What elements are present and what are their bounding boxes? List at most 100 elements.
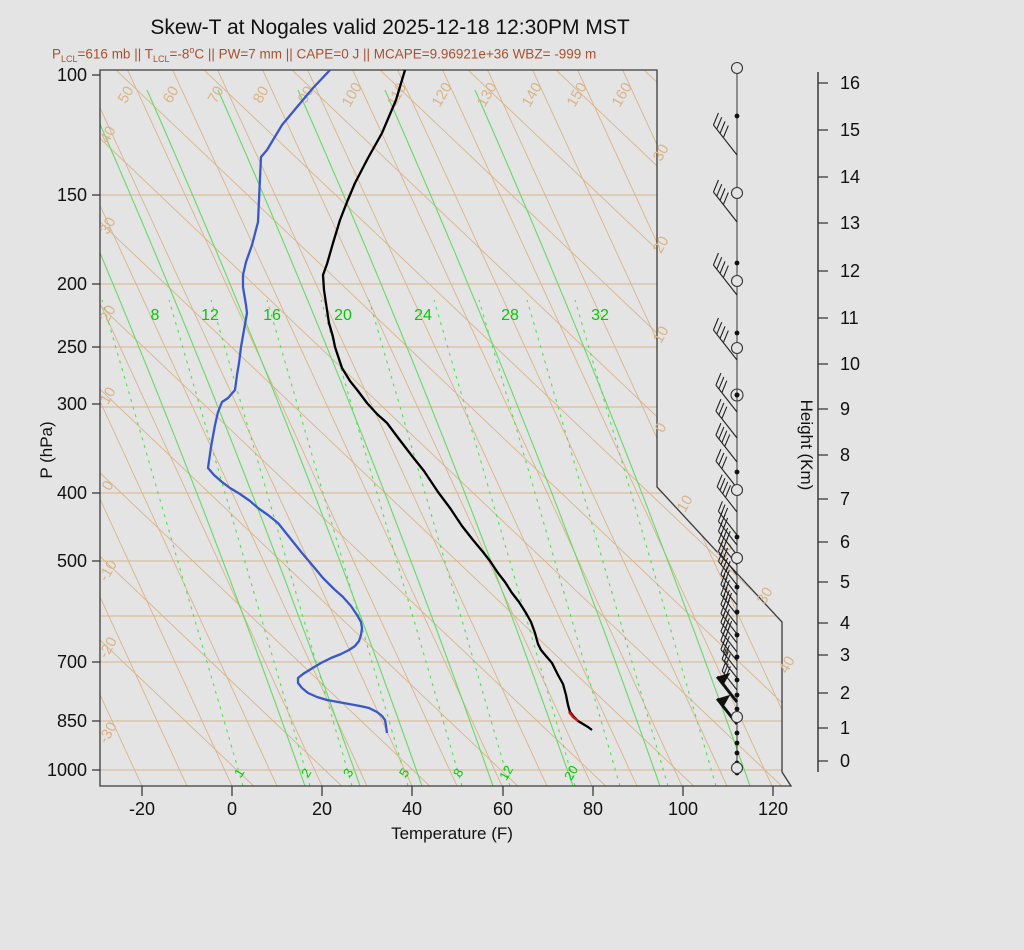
chart-title: Skew-T at Nogales valid 2025-12-18 12:30… [150,16,630,39]
svg-text:50: 50 [115,83,138,106]
dry-adiabat-grid [100,70,791,786]
svg-text:60: 60 [160,83,183,106]
svg-text:20: 20 [334,307,352,324]
svg-text:10: 10 [840,354,860,374]
isotherm-labels: 50 60 70 80 90 100 110 120 130 140 150 160403020100… [95,80,798,747]
svg-text:24: 24 [414,307,432,324]
isotherm-grid [100,70,791,786]
svg-text:20: 20 [561,763,581,783]
svg-text:30: 30 [650,141,673,164]
svg-text:32: 32 [591,307,609,324]
svg-text:80: 80 [583,799,603,819]
svg-text:16: 16 [840,73,860,93]
svg-text:12: 12 [496,763,516,783]
param-p: P [52,46,62,62]
svg-text:12: 12 [201,307,219,324]
param-t-sub: LCL [152,54,170,65]
dewpoint-curve [206,69,389,734]
temperature-axis: -20 0 20 40 60 80 100 120 Temperature (F) [129,786,788,843]
svg-text:2: 2 [840,683,850,703]
svg-text:300: 300 [57,394,87,414]
svg-text:3: 3 [840,645,850,665]
svg-text:-20: -20 [95,634,121,661]
svg-text:400: 400 [57,483,87,503]
param-rest: C || PW=7 mm || CAPE=0 J || MCAPE=9.9692… [194,46,597,62]
plot-frame [99,69,793,787]
param-t: =616 mb || T [77,46,153,62]
svg-text:11: 11 [840,308,859,328]
svg-text:100: 100 [668,799,698,819]
height-axis-title: Height (Km) [797,400,816,491]
svg-text:120: 120 [758,799,788,819]
svg-text:8: 8 [840,445,850,465]
chart-parameters: PLCL=616 mb || TLCL=-8oC || PW=7 mm || C… [52,45,596,64]
svg-text:4: 4 [840,613,850,633]
svg-text:40: 40 [776,653,799,676]
param-tval: =-8 [169,46,190,62]
pressure-axis: 100 150 200 250 300 400 500 700 850 1000 P (hPa) [37,65,100,780]
svg-text:150: 150 [57,185,87,205]
mixing-ratio-labels: 1 2 3 5 8 12 20 [231,763,581,783]
svg-text:1: 1 [231,766,248,780]
svg-text:10: 10 [674,492,697,515]
pressure-axis-title: P (hPa) [37,421,56,478]
svg-text:20: 20 [650,233,673,256]
svg-text:60: 60 [493,799,513,819]
svg-text:30: 30 [754,584,777,607]
grid-area [100,70,791,786]
temperature-curve [321,69,593,731]
svg-text:850: 850 [57,711,87,731]
svg-text:15: 15 [840,120,860,140]
svg-text:10: 10 [97,384,120,407]
svg-text:30: 30 [97,214,120,237]
svg-text:-20: -20 [129,799,155,819]
svg-text:16: 16 [263,307,281,324]
svg-text:1: 1 [840,718,850,738]
svg-text:12: 12 [840,261,860,281]
temperature-axis-title: Temperature (F) [391,824,513,843]
svg-text:5: 5 [840,572,850,592]
svg-text:100: 100 [338,80,365,110]
svg-text:160: 160 [608,80,635,110]
svg-text:-30: -30 [95,719,121,746]
pressure-gridlines [100,194,791,771]
svg-text:100: 100 [57,65,87,85]
svg-text:150: 150 [563,80,590,110]
svg-text:40: 40 [402,799,422,819]
param-p-sub: LCL [61,54,78,65]
svg-text:1000: 1000 [47,760,87,780]
svg-text:120: 120 [428,80,455,110]
surface-red-segment [568,711,579,722]
moist-adiabat-curves [100,89,751,786]
svg-text:6: 6 [840,532,850,552]
svg-text:13: 13 [840,213,860,233]
mixing-ratio-lines [101,299,717,786]
moist-adiabat-labels: 8 12 16 20 24 28 32 [151,307,609,324]
svg-text:130: 130 [473,80,500,110]
param-deg: o [189,45,195,55]
svg-text:250: 250 [57,337,87,357]
svg-text:9: 9 [840,399,850,419]
svg-text:700: 700 [57,652,87,672]
svg-text:0: 0 [227,799,237,819]
svg-text:8: 8 [151,307,160,324]
svg-text:200: 200 [57,274,87,294]
svg-text:70: 70 [205,83,228,106]
svg-text:40: 40 [97,123,120,146]
svg-text:500: 500 [57,551,87,571]
svg-text:20: 20 [312,799,332,819]
svg-text:10: 10 [650,323,673,346]
svg-text:7: 7 [840,489,850,509]
svg-text:20: 20 [97,302,120,325]
svg-text:8: 8 [450,766,467,780]
svg-text:28: 28 [501,307,519,324]
svg-text:2: 2 [298,766,315,780]
svg-text:14: 14 [840,167,860,187]
wind-barb-column [712,61,744,776]
svg-text:0: 0 [840,751,850,771]
svg-text:140: 140 [518,80,545,110]
svg-text:80: 80 [250,83,273,106]
